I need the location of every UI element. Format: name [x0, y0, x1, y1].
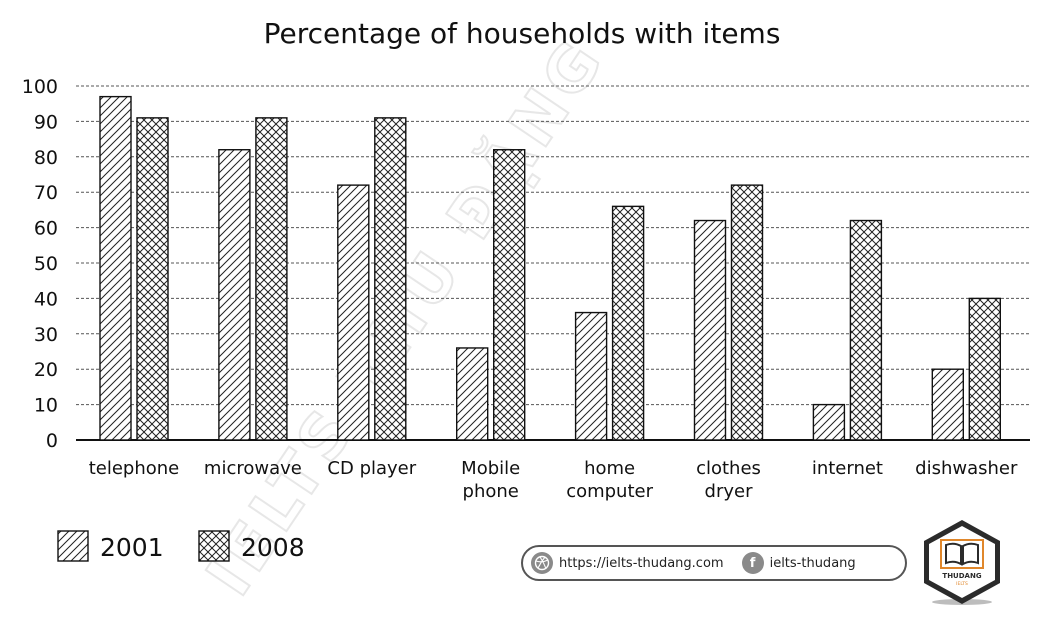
- bar-2008-5: [730, 184, 764, 441]
- legend-label-2001: 2001: [100, 533, 164, 562]
- bar-2008-6: [849, 219, 883, 441]
- x-tick-label: computer: [566, 481, 653, 502]
- bar-2001-6: [812, 403, 846, 441]
- x-tick-label: Mobile: [461, 458, 520, 479]
- bar-2008-4: [611, 205, 645, 441]
- x-tick-label: dishwasher: [915, 458, 1018, 479]
- x-tick-label: home: [584, 458, 635, 479]
- bar-2001-3: [456, 347, 489, 441]
- bar-2008-1: [255, 117, 288, 441]
- bar-2001-0: [99, 95, 132, 441]
- bar-2008-3: [493, 149, 526, 441]
- thudang-logo: THUDANG IELTS: [924, 520, 1000, 605]
- x-tick-label: CD player: [327, 458, 416, 479]
- bar-2001-7: [931, 368, 964, 441]
- bar-2008-0: [136, 117, 169, 441]
- bar-2008-7: [968, 297, 1001, 441]
- bar-2008-2: [374, 117, 407, 441]
- y-tick-label: 80: [34, 147, 58, 169]
- legend-swatch-2008: [198, 530, 230, 562]
- x-tick-label: clothes: [696, 458, 761, 479]
- x-tick-label: phone: [463, 481, 519, 502]
- logo-name: THUDANG: [942, 572, 981, 580]
- bar-2001-4: [574, 311, 608, 441]
- y-axis-ticks: 0 10 20 30 40 50 60 70 80 90 100: [22, 76, 58, 452]
- y-tick-label: 90: [34, 111, 58, 133]
- x-tick-label: telephone: [89, 458, 180, 479]
- bar-2001-2: [337, 184, 370, 441]
- logo-tag: IELTS: [956, 581, 968, 587]
- open-book-icon: [940, 539, 984, 569]
- y-tick-label: 30: [34, 324, 58, 346]
- y-tick-label: 50: [34, 253, 58, 275]
- bars: [99, 95, 1001, 441]
- dribbble-ball-icon: [531, 552, 553, 574]
- y-tick-label: 60: [34, 218, 58, 240]
- bar-2001-5: [693, 219, 727, 441]
- y-tick-label: 0: [46, 430, 58, 452]
- x-tick-label: microwave: [204, 458, 302, 479]
- x-tick-label: internet: [812, 458, 883, 479]
- x-tick-label: dryer: [705, 481, 754, 502]
- bar-2001-1: [218, 149, 251, 441]
- legend-label-2008: 2008: [241, 533, 305, 562]
- y-tick-label: 40: [34, 288, 58, 310]
- y-tick-label: 70: [34, 182, 58, 204]
- website-link[interactable]: https://ielts-thudang.com: [559, 555, 724, 571]
- y-tick-label: 10: [34, 395, 58, 417]
- facebook-icon: f: [741, 552, 764, 574]
- legend: 2001 2008: [57, 530, 305, 562]
- y-tick-label: 20: [34, 359, 58, 381]
- footer-links: https://ielts-thudang.com f ielts-thudan…: [521, 545, 907, 581]
- y-tick-label: 100: [22, 76, 58, 98]
- facebook-link[interactable]: ielts-thudang: [769, 555, 856, 571]
- chart-title: Percentage of households with items: [264, 17, 781, 50]
- legend-swatch-2001: [57, 530, 89, 562]
